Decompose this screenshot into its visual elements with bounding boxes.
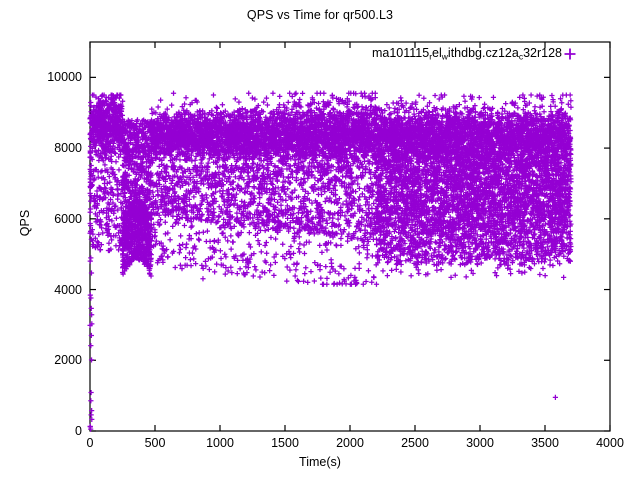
x-tick-label: 2500 (401, 436, 429, 450)
x-tick-label: 1500 (271, 436, 299, 450)
x-tick-label: 500 (144, 436, 166, 450)
y-tick-label: 2000 (54, 353, 82, 368)
y-tick-label: 6000 (54, 211, 82, 226)
x-tick-label: 3000 (466, 436, 494, 450)
x-tick-label: 2000 (336, 436, 364, 450)
y-tick-label: 8000 (54, 141, 82, 156)
y-tick-label: 0 (75, 424, 82, 438)
x-axis-label: Time(s) (299, 455, 341, 469)
x-tick-label: 4000 (596, 436, 624, 450)
y-tick-label: 4000 (54, 282, 82, 297)
data-point-group (87, 90, 574, 432)
x-tick-label: 0 (86, 436, 94, 450)
page-title: QPS vs Time for qr500.L3 (246, 8, 394, 22)
x-tick-label: 1000 (206, 436, 234, 450)
y-tick-label: 10000 (47, 70, 82, 85)
x-tick-label: 3500 (531, 436, 559, 450)
